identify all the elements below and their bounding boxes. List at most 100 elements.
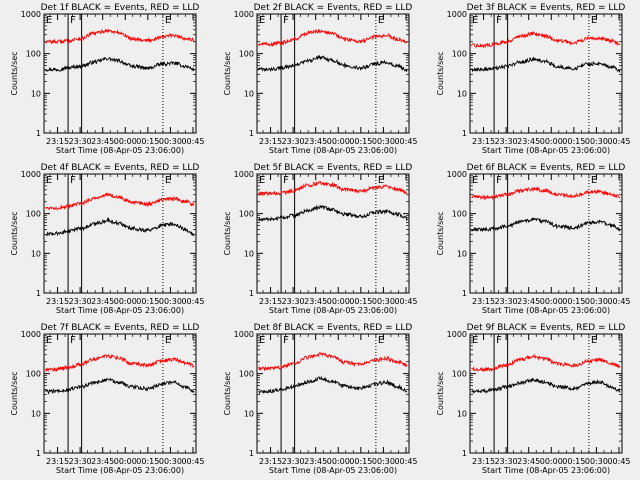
panel-title: Det 9f BLACK = Events, RED = LLD xyxy=(467,323,626,333)
x-tick-label: 23:45 xyxy=(91,297,114,306)
y-axis-label: Counts/sec xyxy=(10,371,19,415)
y-tick-label: 1000 xyxy=(234,330,254,339)
panel-det-9: Det 9f BLACK = Events, RED = LLD 1 10 100 10… xyxy=(436,323,631,475)
y-tick-label: 1000 xyxy=(447,330,467,339)
panel-det-3: Det 3f BLACK = Events, RED = LLD 1 10 100 10… xyxy=(436,3,631,155)
x-tick-label: 23:30 xyxy=(495,297,518,306)
time-marker-label: E xyxy=(259,15,265,26)
y-tick-label: 1000 xyxy=(447,10,467,19)
x-tick-label: 23:15 xyxy=(259,297,282,306)
x-tick-label: 00:45 xyxy=(607,137,630,146)
x-axis-label: Start Time (08-Apr-05 23:06:00) xyxy=(56,146,184,155)
y-axis-label: Counts/sec xyxy=(223,371,232,415)
y-tick-label: 1 xyxy=(249,129,254,138)
time-marker-label: E xyxy=(591,335,597,346)
y-tick-label: 1 xyxy=(36,129,41,138)
y-tick-label: 10 xyxy=(31,89,41,98)
x-tick-label: 23:15 xyxy=(46,297,69,306)
x-tick-label: 23:45 xyxy=(304,137,327,146)
y-tick-label: 10 xyxy=(31,249,41,258)
y-tick-label: 1 xyxy=(249,289,254,298)
time-marker-label: F xyxy=(496,15,502,26)
time-marker-label: E xyxy=(591,15,597,26)
y-tick-label: 1 xyxy=(36,289,41,298)
plot-frame xyxy=(43,333,197,454)
y-axis-label: Counts/sec xyxy=(436,371,445,415)
plot-frame xyxy=(43,13,197,134)
time-marker-label: F xyxy=(70,175,76,186)
x-axis-label: Start Time (08-Apr-05 23:06:00) xyxy=(269,306,397,315)
x-tick-label: 00:30 xyxy=(372,297,395,306)
x-tick-label: 00:30 xyxy=(585,297,608,306)
panel-title: Det 6f BLACK = Events, RED = LLD xyxy=(467,163,626,173)
y-tick-label: 1 xyxy=(249,449,254,458)
y-tick-label: 100 xyxy=(239,210,254,219)
time-marker-label: E xyxy=(259,335,265,346)
y-tick-label: 100 xyxy=(239,370,254,379)
x-tick-label: 00:15 xyxy=(562,137,585,146)
x-tick-label: 23:15 xyxy=(259,137,282,146)
x-tick-label: 23:30 xyxy=(495,457,518,466)
x-tick-label: 00:30 xyxy=(585,137,608,146)
time-marker-label: E xyxy=(472,335,478,346)
x-axis-label: Start Time (08-Apr-05 23:06:00) xyxy=(269,146,397,155)
y-tick-label: 1000 xyxy=(234,10,254,19)
y-tick-label: 100 xyxy=(26,210,41,219)
time-marker-label: E xyxy=(259,175,265,186)
panel-title: Det 5f BLACK = Events, RED = LLD xyxy=(254,163,413,173)
y-axis-label: Counts/sec xyxy=(223,211,232,255)
y-tick-label: 10 xyxy=(457,89,467,98)
series-line-events xyxy=(258,54,408,73)
plot-frame xyxy=(256,173,410,294)
series-line-lld xyxy=(471,30,621,49)
time-marker-label: F xyxy=(283,335,289,346)
x-axis-label: Start Time (08-Apr-05 23:06:00) xyxy=(482,306,610,315)
series-line-events xyxy=(45,377,195,395)
y-tick-label: 1000 xyxy=(21,10,41,19)
x-tick-label: 00:00 xyxy=(114,297,137,306)
time-marker-label: E xyxy=(165,15,171,26)
x-tick-label: 23:45 xyxy=(517,137,540,146)
panel-det-8: Det 8f BLACK = Events, RED = LLD 1 10 100 10… xyxy=(223,323,418,475)
x-tick-label: 00:15 xyxy=(562,457,585,466)
series-line-events xyxy=(45,56,195,72)
x-tick-label: 00:30 xyxy=(159,137,182,146)
series-line-lld xyxy=(471,353,621,372)
x-tick-label: 00:30 xyxy=(372,457,395,466)
x-tick-label: 00:30 xyxy=(585,457,608,466)
series-line-lld xyxy=(45,192,195,211)
x-tick-label: 00:15 xyxy=(349,457,372,466)
x-tick-label: 00:30 xyxy=(159,297,182,306)
x-tick-label: 23:30 xyxy=(282,137,305,146)
panel-title: Det 4f BLACK = Events, RED = LLD xyxy=(41,163,200,173)
y-axis-label: Counts/sec xyxy=(10,51,19,95)
x-tick-label: 00:45 xyxy=(181,297,204,306)
panel-title: Det 2f BLACK = Events, RED = LLD xyxy=(254,3,413,13)
y-tick-label: 100 xyxy=(452,210,467,219)
x-tick-label: 23:15 xyxy=(472,297,495,306)
x-tick-label: 00:00 xyxy=(540,137,563,146)
y-tick-label: 10 xyxy=(457,249,467,258)
time-marker-label: F xyxy=(70,15,76,26)
x-tick-label: 00:45 xyxy=(181,457,204,466)
x-tick-label: 00:15 xyxy=(136,137,159,146)
x-tick-label: 00:45 xyxy=(394,137,417,146)
x-tick-label: 23:45 xyxy=(91,137,114,146)
x-tick-label: 00:15 xyxy=(562,297,585,306)
x-tick-label: 23:45 xyxy=(517,457,540,466)
x-tick-label: 23:30 xyxy=(495,137,518,146)
y-tick-label: 100 xyxy=(452,50,467,59)
panel-det-6: Det 6f BLACK = Events, RED = LLD 1 10 100 10… xyxy=(436,163,631,315)
series-line-events xyxy=(258,375,408,395)
x-tick-label: 23:15 xyxy=(472,457,495,466)
x-tick-label: 23:30 xyxy=(69,137,92,146)
x-tick-label: 23:30 xyxy=(69,457,92,466)
series-line-lld xyxy=(45,353,195,373)
x-tick-label: 00:00 xyxy=(114,457,137,466)
x-tick-label: 00:15 xyxy=(136,457,159,466)
panel-det-4: Det 4f BLACK = Events, RED = LLD 1 10 100 10… xyxy=(10,163,205,315)
series-line-events xyxy=(471,377,621,394)
y-tick-label: 10 xyxy=(244,409,254,418)
series-line-lld xyxy=(258,29,408,48)
series-line-events xyxy=(258,204,408,223)
